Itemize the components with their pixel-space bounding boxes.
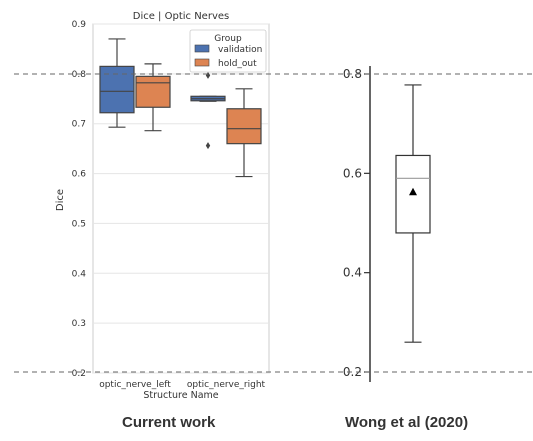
right-box-plot: [395, 84, 431, 343]
y-tick-label-0-5: 0.5: [72, 219, 86, 229]
x-tick-label-optic-nerve-left: optic_nerve_left: [99, 380, 171, 390]
y-tick-label-0-8: 0.8: [72, 70, 87, 80]
legend-label-validation: validation: [218, 45, 262, 55]
right-y-tick-label-0-4: 0.4: [343, 266, 362, 280]
y-tick-label-0-4: 0.4: [72, 269, 87, 279]
y-tick-label-0-7: 0.7: [72, 120, 86, 130]
legend-label-hold-out: hold_out: [218, 59, 257, 69]
box-hold-out-optic-nerve-left-box: [135, 75, 171, 108]
y-tick-labels: 0.2 0.3 0.4 0.5 0.6 0.7 0.8 0.9: [72, 20, 87, 379]
right-y-tick-label-0-2: 0.2: [343, 365, 362, 379]
y-tick-label-0-9: 0.9: [72, 20, 87, 30]
x-axis-label: Structure Name: [143, 390, 218, 401]
right-y-tick-label-0-8: 0.8: [343, 67, 362, 81]
legend: Group validation hold_out: [189, 29, 267, 73]
legend-title: Group: [214, 34, 242, 44]
y-tick-label-0-3: 0.3: [72, 319, 86, 329]
right-y-tick-labels: 0.2 0.4 0.6 0.8: [343, 67, 370, 379]
y-tick-label-0-2: 0.2: [72, 369, 86, 379]
legend-swatch-validation: [194, 44, 210, 53]
reference-lines: [14, 73, 533, 373]
chart-title: Dice | Optic Nerves: [133, 11, 229, 22]
box-validation-optic-nerve-right-outlier-0: [205, 142, 211, 150]
box-validation-optic-nerve-right-outlier-1: [205, 71, 211, 79]
y-tick-label-0-6: 0.6: [72, 170, 87, 180]
caption-current-work: Current work: [122, 414, 216, 431]
y-axis-label: Dice: [55, 189, 66, 211]
box-hold-out-optic-nerve-right-box: [226, 108, 262, 145]
box-validation-optic-nerve-left-box: [99, 65, 135, 114]
caption-wong-et-al: Wong et al (2020): [345, 414, 469, 431]
right-y-tick-label-0-6: 0.6: [343, 166, 362, 180]
right-mean-marker: [409, 187, 417, 196]
legend-swatch-hold-out: [194, 58, 210, 67]
right-chart-wong-et-al: 0.2 0.4 0.6 0.8: [343, 66, 431, 382]
left-chart-current-work: 0.2 0.3 0.4 0.5 0.6 0.7 0.8 0.9 Dice | Optic Ne…: [55, 11, 270, 401]
x-tick-label-optic-nerve-right: optic_nerve_right: [187, 380, 266, 390]
